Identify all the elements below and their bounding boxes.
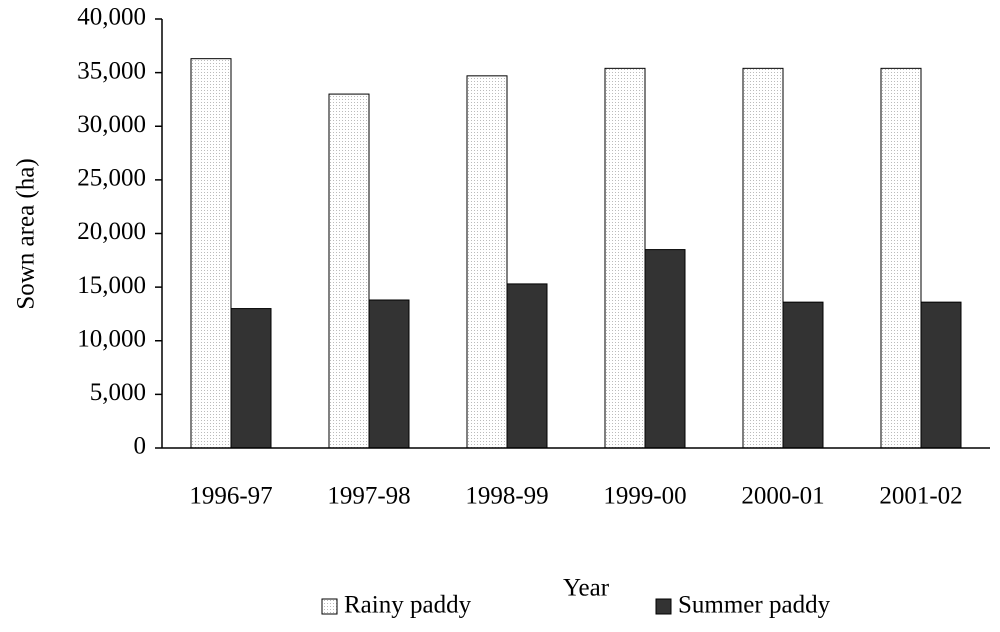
bar <box>328 93 370 449</box>
legend-swatch <box>655 598 672 615</box>
y-tick-label: 25,000 <box>77 165 146 192</box>
y-tick-label: 15,000 <box>77 272 146 299</box>
bar <box>742 67 784 449</box>
y-axis-title: Sown area (ha) <box>13 158 40 309</box>
legend-label: Summer paddy <box>678 592 831 619</box>
x-tick-label: 1998-99 <box>465 483 548 510</box>
y-tick-label: 10,000 <box>77 325 146 352</box>
bar <box>880 67 922 449</box>
bar <box>782 301 824 449</box>
bar <box>368 299 410 449</box>
x-tick-label: 1997-98 <box>327 483 410 510</box>
x-axis-title: Year <box>563 575 610 602</box>
y-tick-label: 20,000 <box>77 218 146 245</box>
bar <box>506 283 548 449</box>
x-tick-label: 1996-97 <box>189 483 272 510</box>
y-tick-label: 35,000 <box>77 57 146 84</box>
bar <box>604 67 646 449</box>
x-tick-label: 2001-02 <box>879 483 962 510</box>
y-tick-label: 40,000 <box>77 4 146 31</box>
bar <box>190 58 232 449</box>
y-tick-label: 30,000 <box>77 111 146 138</box>
bar <box>466 75 508 449</box>
x-tick-label: 1999-00 <box>603 483 686 510</box>
bar <box>644 249 686 449</box>
legend-swatch <box>321 598 338 615</box>
bar <box>920 301 962 449</box>
x-tick-label: 2000-01 <box>741 483 824 510</box>
bar <box>230 308 272 449</box>
y-tick-label: 5,000 <box>90 379 146 406</box>
legend-label: Rainy paddy <box>344 592 472 619</box>
y-tick-label: 0 <box>134 433 147 460</box>
